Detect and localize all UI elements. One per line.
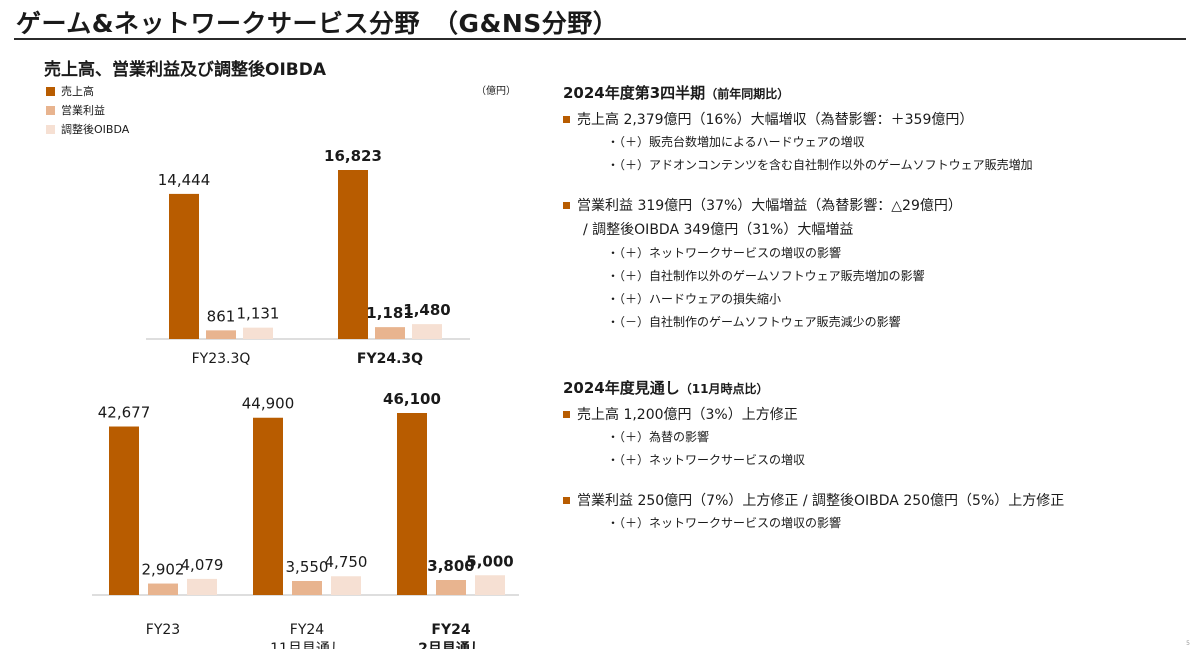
fy-sales-item: ・（＋）為替の影響 — [607, 430, 710, 444]
bullet-square-icon — [563, 202, 570, 209]
bar-sales — [109, 426, 139, 595]
bar-op-income — [375, 327, 405, 339]
category-label: 2月見通し — [418, 641, 484, 649]
bar-sales — [169, 193, 199, 339]
title-divider — [14, 38, 1186, 40]
bar-oibda — [243, 327, 273, 339]
data-label-op-income: 1,181 — [366, 304, 413, 322]
fy-op-bullet: 営業利益 250億円（7%）上方修正 / 調整後OIBDA 250億円（5%）上… — [563, 490, 1183, 510]
bar-oibda — [331, 576, 361, 595]
category-label: FY24 — [431, 622, 470, 638]
legend-label-op-income: 営業利益 — [61, 104, 105, 117]
category-label: FY23.3Q — [192, 351, 251, 367]
data-label-oibda: 4,079 — [181, 556, 224, 574]
section-q3-subtitle: （前年同期比） — [705, 87, 790, 101]
legend-swatch-oibda — [46, 125, 55, 134]
legend-label-sales: 売上高 — [61, 85, 94, 98]
bar-op-income — [206, 330, 236, 339]
bar-sales — [338, 170, 368, 339]
section-forecast-heading: 2024年度見通し（11月時点比） — [563, 377, 1183, 398]
bar-sales — [397, 413, 427, 595]
fy-op-item: ・（＋）ネットワークサービスの増収の影響 — [607, 516, 842, 530]
section-q3-title: 2024年度第3四半期 — [563, 84, 706, 102]
data-label-op-income: 861 — [207, 307, 236, 325]
bullet-square-icon — [563, 497, 570, 504]
q3-sales-item: ・（＋）アドオンコンテンツを含む自社制作以外のゲームソフトウェア販売増加 — [607, 158, 1033, 172]
bar-op-income — [148, 583, 178, 595]
bar-oibda — [475, 575, 505, 595]
data-label-op-income: 2,902 — [142, 561, 185, 579]
q3-op-bullet: 営業利益 319億円（37%）大幅増益（為替影響：△29億円） — [563, 195, 1183, 215]
data-label-sales: 16,823 — [324, 147, 382, 165]
bar-sales — [253, 417, 283, 595]
data-label-oibda: 1,480 — [403, 301, 450, 319]
data-label-oibda: 4,750 — [325, 553, 368, 571]
bullet-square-icon — [563, 411, 570, 418]
section-forecast-title: 2024年度見通し — [563, 379, 680, 397]
q3-op-text: 営業利益 319億円（37%）大幅増益（為替影響：△29億円） — [577, 198, 962, 214]
chart-heading: 売上高、営業利益及び調整後OIBDA — [44, 60, 327, 80]
q3-oibda-text: / 調整後OIBDA 349億円（31%）大幅増益 — [583, 222, 854, 238]
category-label: 11月見通し — [270, 641, 344, 649]
bullet-square-icon — [563, 116, 570, 123]
data-label-sales: 14,444 — [158, 171, 211, 189]
bar-oibda — [187, 578, 217, 595]
q3-sales-bullet: 売上高 2,379億円（16%）大幅増収（為替影響：＋359億円） — [563, 109, 1183, 129]
category-label: FY24 — [290, 622, 325, 638]
bar-op-income — [436, 579, 466, 595]
legend-item-sales: 売上高 — [46, 82, 129, 101]
legend-item-op-income: 営業利益 — [46, 101, 129, 120]
q3-sales-item: ・（＋）販売台数増加によるハードウェアの増収 — [607, 135, 865, 149]
legend-swatch-op-income — [46, 106, 55, 115]
fy-op-text: 営業利益 250億円（7%）上方修正 / 調整後OIBDA 250億円（5%）上… — [577, 493, 1065, 509]
data-label-op-income: 3,800 — [427, 557, 474, 575]
q3-op-item: ・（＋）自社制作以外のゲームソフトウェア販売増加の影響 — [607, 269, 925, 283]
bar-oibda — [412, 324, 442, 339]
data-label-sales: 44,900 — [242, 395, 295, 413]
page-number: 5 — [1186, 640, 1190, 647]
fy-sales-bullet: 売上高 1,200億円（3%）上方修正 — [563, 404, 1183, 424]
q3-op-item: ・（－）自社制作のゲームソフトウェア販売減少の影響 — [607, 315, 901, 329]
unit-label: （億円） — [476, 86, 516, 97]
data-label-sales: 46,100 — [383, 390, 441, 408]
bar-op-income — [292, 580, 322, 595]
legend-item-oibda: 調整後OIBDA — [46, 120, 129, 139]
chart-legend: 売上高 営業利益 調整後OIBDA — [46, 82, 129, 139]
fy-sales-item: ・（＋）ネットワークサービスの増収 — [607, 453, 806, 467]
q3-sales-text: 売上高 2,379億円（16%）大幅増収（為替影響：＋359億円） — [577, 112, 974, 128]
legend-label-oibda: 調整後OIBDA — [61, 123, 130, 136]
category-label: FY23 — [146, 622, 180, 638]
legend-swatch-sales — [46, 87, 55, 96]
category-label: FY24.3Q — [357, 351, 423, 367]
section-forecast-subtitle: （11月時点比） — [679, 382, 769, 396]
data-label-oibda: 1,131 — [237, 305, 280, 323]
q3-op-item: ・（＋）ネットワークサービスの増収の影響 — [607, 246, 842, 260]
page-title: ゲーム&ネットワークサービス分野 （G&NS分野） — [16, 9, 619, 38]
q3-op-item: ・（＋）ハードウェアの損失縮小 — [607, 292, 782, 306]
commentary-panel: 2024年度第3四半期（前年同期比） 売上高 2,379億円（16%）大幅増収（… — [563, 82, 1183, 531]
fy-sales-text: 売上高 1,200億円（3%）上方修正 — [577, 407, 798, 423]
data-label-op-income: 3,550 — [286, 558, 329, 576]
data-label-sales: 42,677 — [98, 404, 151, 422]
section-q3-heading: 2024年度第3四半期（前年同期比） — [563, 82, 1183, 103]
data-label-oibda: 5,000 — [466, 552, 513, 570]
